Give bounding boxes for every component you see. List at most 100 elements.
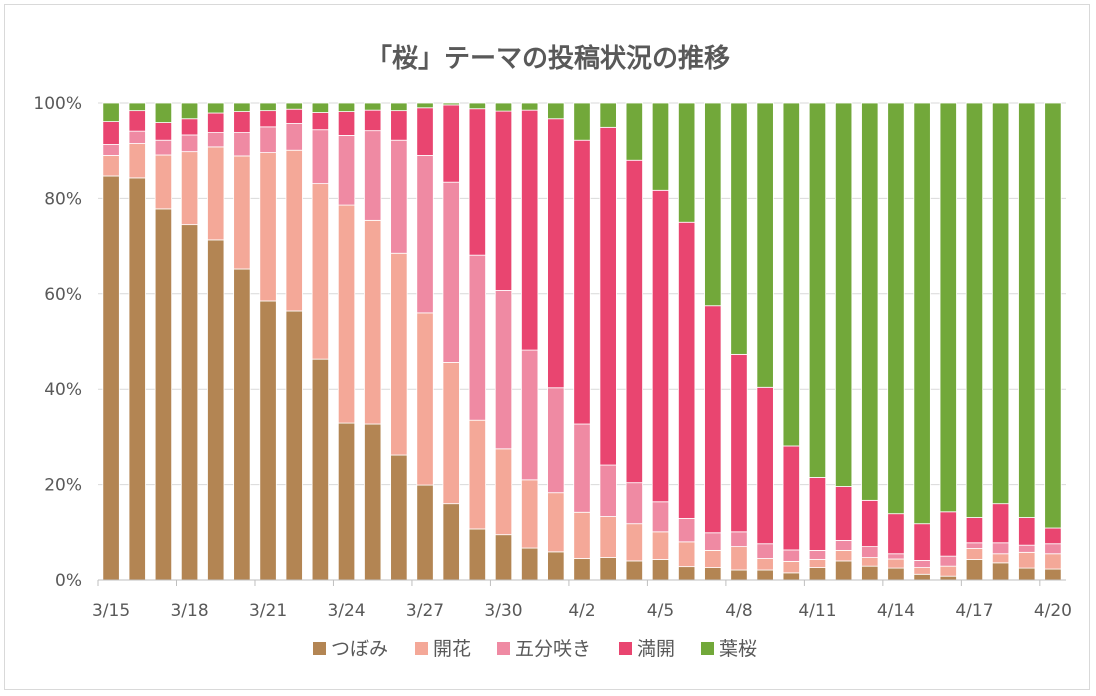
bar-segment <box>494 448 513 536</box>
bar-segment <box>442 104 460 183</box>
bar-segment <box>154 102 173 123</box>
bar-segment <box>834 550 853 562</box>
x-tick-label: 3/18 <box>170 601 208 621</box>
bar-segment <box>782 560 800 574</box>
bar-segment <box>730 569 748 581</box>
bar-segment <box>468 419 486 530</box>
bar-segment <box>887 567 905 581</box>
bar-segment <box>494 110 513 291</box>
bar-segment <box>913 523 931 561</box>
y-tick-label: 0% <box>55 571 82 591</box>
bar-segment <box>599 557 617 581</box>
x-tick-label: 3/30 <box>484 601 522 621</box>
legend-label: 満開 <box>637 638 675 660</box>
bar-segment <box>861 499 879 548</box>
x-tick-label: 4/20 <box>1034 601 1072 621</box>
bar-segment <box>547 118 565 389</box>
bar-segment <box>337 204 356 424</box>
bar-segment <box>834 560 853 581</box>
bar-segment <box>651 189 670 503</box>
bar-segment <box>834 486 853 541</box>
bar-segment <box>861 546 879 558</box>
bars <box>102 102 1062 581</box>
bar-segment <box>678 566 696 581</box>
bar-segment <box>521 109 539 351</box>
bar-segment <box>887 558 905 569</box>
bar-segment <box>1044 553 1062 570</box>
bar-segment <box>442 102 460 106</box>
bar-segment <box>913 567 931 575</box>
bar-segment <box>599 102 617 128</box>
bar-segment <box>808 477 827 551</box>
bar-segment <box>913 560 931 568</box>
bar-segment <box>128 102 146 112</box>
bar-segment <box>102 175 120 581</box>
bar-segment <box>285 108 303 124</box>
bar-segment <box>991 542 1010 555</box>
bar-segment <box>808 559 827 568</box>
bar-segment <box>573 558 591 581</box>
bar-segment <box>364 102 382 111</box>
legend: つぼみ 開花 五分咲き 満開 葉桜 <box>313 638 757 660</box>
bar-segment <box>651 559 670 581</box>
bar-segment <box>861 565 879 581</box>
bar-segment <box>442 503 460 581</box>
bar-segment <box>468 108 486 256</box>
bar-segment <box>808 550 827 560</box>
bar-segment <box>259 300 277 581</box>
legend-swatch <box>619 642 632 655</box>
bar-segment <box>390 102 408 112</box>
bar-segment <box>547 551 565 581</box>
bar-segment <box>730 102 748 355</box>
bar-segment <box>494 102 513 112</box>
bar-segment <box>390 139 408 254</box>
bar-segment <box>207 132 225 148</box>
bar-segment <box>782 572 800 581</box>
bar-segment <box>678 518 696 543</box>
bar-segment <box>651 501 670 533</box>
bar-segment <box>154 139 173 156</box>
bar-segment <box>887 102 905 515</box>
bar-segment <box>547 387 565 494</box>
bar-segment <box>834 540 853 551</box>
bar-segment <box>390 252 408 456</box>
bar-segment <box>1018 517 1036 546</box>
bar-segment <box>573 511 591 559</box>
bar-segment <box>965 517 984 544</box>
bar-segment <box>599 464 617 517</box>
bar-segment <box>259 152 277 302</box>
bar-segment <box>782 445 800 551</box>
bar-segment <box>730 353 748 533</box>
x-tick-label: 3/21 <box>249 601 287 621</box>
bar-segment <box>756 543 774 559</box>
bar-segment <box>416 102 434 109</box>
bar-segment <box>521 547 539 581</box>
bar-segment <box>102 144 120 156</box>
bar-segment <box>468 102 486 110</box>
x-tick-label: 3/24 <box>327 601 365 621</box>
x-tick-label: 3/15 <box>92 601 130 621</box>
bar-segment <box>285 149 303 312</box>
bar-segment <box>730 531 748 548</box>
bar-segment <box>861 557 879 567</box>
legend-label: 開花 <box>433 638 471 660</box>
bar-segment <box>834 102 853 487</box>
bar-segment <box>468 528 486 581</box>
bar-segment <box>756 569 774 581</box>
bar-segment <box>625 523 643 562</box>
bar-segment <box>756 558 774 571</box>
bar-segment <box>678 221 696 519</box>
bar-segment <box>521 102 539 111</box>
bar-segment <box>364 109 382 132</box>
bar-segment <box>651 531 670 560</box>
chart-frame: 「桜」テーマの投稿状況の推移 0% 20% 40% 60% 80% 100% 3/15 3/… <box>4 4 1090 690</box>
bar-segment <box>154 154 173 210</box>
bar-segment <box>128 130 146 144</box>
bar-segment <box>965 542 984 549</box>
bar-segment <box>128 143 146 179</box>
bar-segment <box>782 549 800 562</box>
bar-segment <box>1044 568 1062 581</box>
bar-segment <box>651 102 670 191</box>
bar-segment <box>180 102 199 120</box>
bar-segment <box>1018 102 1036 518</box>
